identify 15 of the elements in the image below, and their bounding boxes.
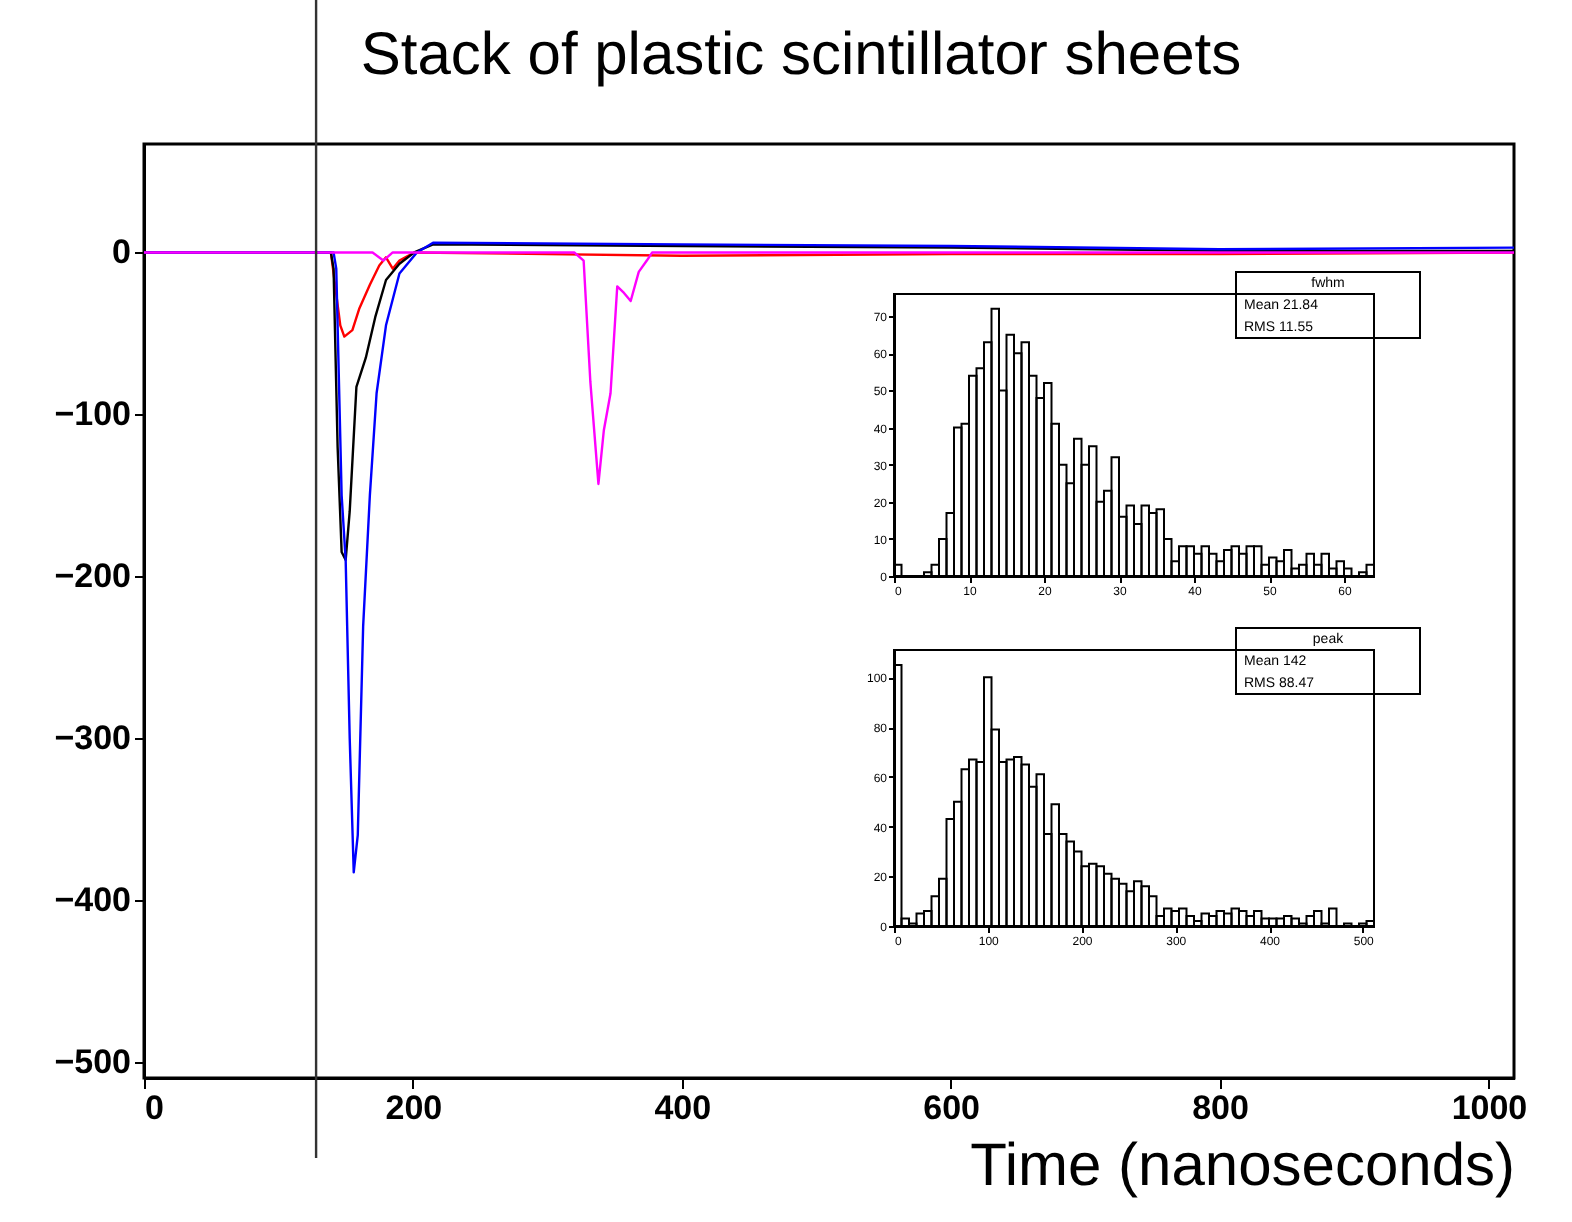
chart-title: Stack of plastic scintillator sheets [360, 22, 1242, 88]
x-tick-label: 600 [923, 1089, 981, 1127]
y-tick-label: 0 [112, 233, 131, 272]
line-series [144, 251, 1514, 486]
y-tick-label: −400 [54, 880, 131, 919]
x-axis-title: Time (nanoseconds) [970, 1133, 1515, 1199]
y-tick-label: −100 [54, 395, 131, 434]
x-tick-label: 0 [145, 1089, 164, 1127]
y-tick-label: −500 [54, 1042, 131, 1081]
x-tick-label: 800 [1192, 1089, 1249, 1127]
x-tick-label: 400 [654, 1089, 712, 1127]
y-tick-label: −200 [54, 557, 131, 596]
y-tick-label: −300 [54, 719, 131, 758]
x-tick-label: 1000 [1451, 1089, 1528, 1127]
x-tick-label: 200 [385, 1089, 443, 1127]
